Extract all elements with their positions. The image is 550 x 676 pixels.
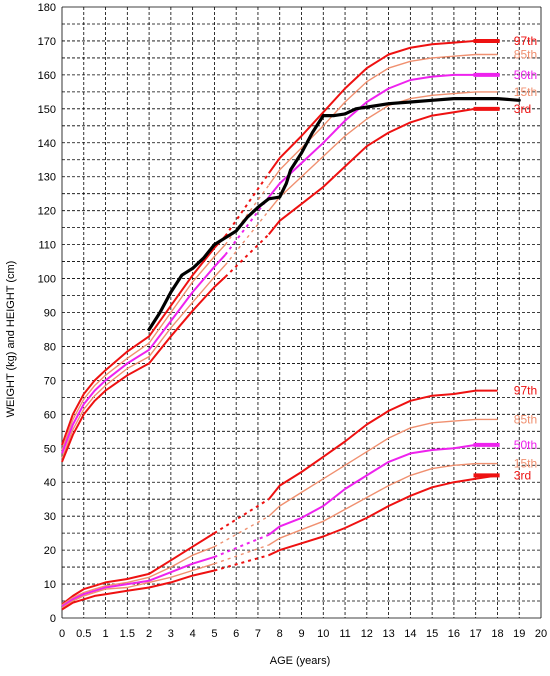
- percentile-label-height-50th: 50th: [514, 68, 537, 82]
- x-tick-label: 2: [146, 628, 152, 640]
- percentile-gap-weight-3rd: [214, 554, 270, 572]
- percentile-line-height-97th: [61, 235, 227, 446]
- x-tick-label: 7: [255, 628, 261, 640]
- y-tick-label: 0: [50, 613, 56, 625]
- percentile-line-weight-3rd: [268, 474, 498, 557]
- percentile-line-weight-3rd: [61, 569, 215, 611]
- percentile-gap-weight-85th: [214, 515, 270, 548]
- percentile-line-height-50th: [61, 254, 227, 454]
- percentile-line-weight-50th: [61, 555, 215, 608]
- y-tick-label: 160: [38, 70, 56, 82]
- x-tick-label: 0.5: [76, 628, 91, 640]
- x-tick-label: 18: [491, 628, 503, 640]
- y-tick-label: 90: [44, 308, 56, 320]
- x-tick-label: 10: [317, 628, 329, 640]
- axes: 0102030405060708090100110120130140150160…: [38, 2, 547, 640]
- x-tick-label: 3: [168, 628, 174, 640]
- percentile-line-height-15th: [268, 91, 498, 212]
- percentile-gap-weight-15th: [214, 544, 270, 565]
- y-tick-label: 10: [44, 579, 56, 591]
- y-tick-label: 100: [38, 274, 56, 286]
- y-tick-label: 40: [44, 477, 56, 489]
- patient-layer: [147, 97, 521, 332]
- percentile-gap-weight-50th: [214, 533, 270, 558]
- x-tick-label: 6: [233, 628, 239, 640]
- percentile-line-height-85th: [61, 244, 226, 451]
- percentile-line-height-15th: [61, 264, 226, 459]
- percentile-line-weight-97th: [61, 532, 215, 606]
- y-tick-label: 150: [38, 104, 56, 116]
- percentile-label-weight-50th: 50th: [514, 438, 537, 452]
- y-tick-label: 170: [38, 36, 56, 48]
- y-axis-title: WEIGHT (kg) and HEIGHT (cm): [5, 261, 17, 418]
- x-tick-label: 16: [448, 628, 460, 640]
- percentile-label-weight-97th: 97th: [514, 384, 537, 398]
- y-tick-label: 110: [38, 240, 56, 252]
- x-tick-label: 11: [339, 628, 350, 640]
- percentile-line-height-3rd: [268, 107, 498, 236]
- percentile-line-height-97th: [267, 39, 498, 174]
- x-tick-label: 0: [59, 628, 65, 640]
- y-tick-label: 140: [38, 138, 56, 150]
- percentile-label-weight-85th: 85th: [514, 412, 537, 426]
- x-tick-label: 14: [404, 628, 416, 640]
- percentile-gap-height-3rd: [224, 233, 270, 278]
- percentile-gap-height-85th: [224, 184, 270, 246]
- percentile-gap-height-97th: [224, 172, 270, 237]
- x-tick-label: 1: [102, 628, 108, 640]
- x-tick-label: 4: [190, 628, 196, 640]
- percentile-label-weight-3rd: 3rd: [514, 468, 531, 482]
- x-tick-label: 5: [211, 628, 217, 640]
- x-tick-label: 12: [361, 628, 373, 640]
- percentile-label-height-97th: 97th: [514, 34, 537, 48]
- percentile-gap-height-15th: [224, 210, 270, 266]
- x-tick-label: 20: [535, 628, 547, 640]
- y-tick-label: 130: [38, 172, 56, 184]
- y-tick-label: 20: [44, 545, 56, 557]
- percentile-line-weight-15th: [61, 563, 215, 609]
- percentile-line-height-3rd: [61, 276, 226, 463]
- y-tick-label: 80: [44, 341, 56, 353]
- y-tick-label: 30: [44, 511, 56, 523]
- percentile-label-height-85th: 85th: [514, 48, 537, 62]
- y-tick-label: 50: [44, 443, 56, 455]
- series-layer: [61, 38, 500, 611]
- y-tick-label: 60: [44, 409, 56, 421]
- percentile-line-weight-85th: [268, 418, 498, 517]
- percentile-gap-height-50th: [224, 196, 270, 256]
- y-tick-label: 70: [44, 375, 56, 387]
- percentile-line-weight-97th: [268, 389, 498, 500]
- x-tick-label: 1.5: [120, 628, 135, 640]
- y-tick-label: 180: [38, 2, 56, 14]
- x-tick-label: 19: [513, 628, 525, 640]
- percentile-line-weight-15th: [268, 462, 498, 546]
- percentile-line-height-85th: [268, 53, 498, 186]
- x-tick-label: 9: [298, 628, 304, 640]
- x-axis-title: AGE (years): [270, 655, 331, 667]
- percentile-label-height-15th: 15th: [514, 85, 537, 99]
- percentile-line-weight-85th: [61, 546, 215, 606]
- x-tick-label: 17: [470, 628, 482, 640]
- percentile-label-height-3rd: 3rd: [514, 102, 531, 116]
- x-tick-label: 15: [426, 628, 438, 640]
- percentile-line-weight-50th: [268, 443, 498, 536]
- patient-height-line: [147, 97, 521, 332]
- x-tick-label: 8: [277, 628, 283, 640]
- y-tick-label: 120: [38, 206, 56, 218]
- x-tick-label: 13: [382, 628, 394, 640]
- percentile-label-weight-15th: 15th: [514, 457, 537, 471]
- percentile-line-height-50th: [268, 73, 498, 198]
